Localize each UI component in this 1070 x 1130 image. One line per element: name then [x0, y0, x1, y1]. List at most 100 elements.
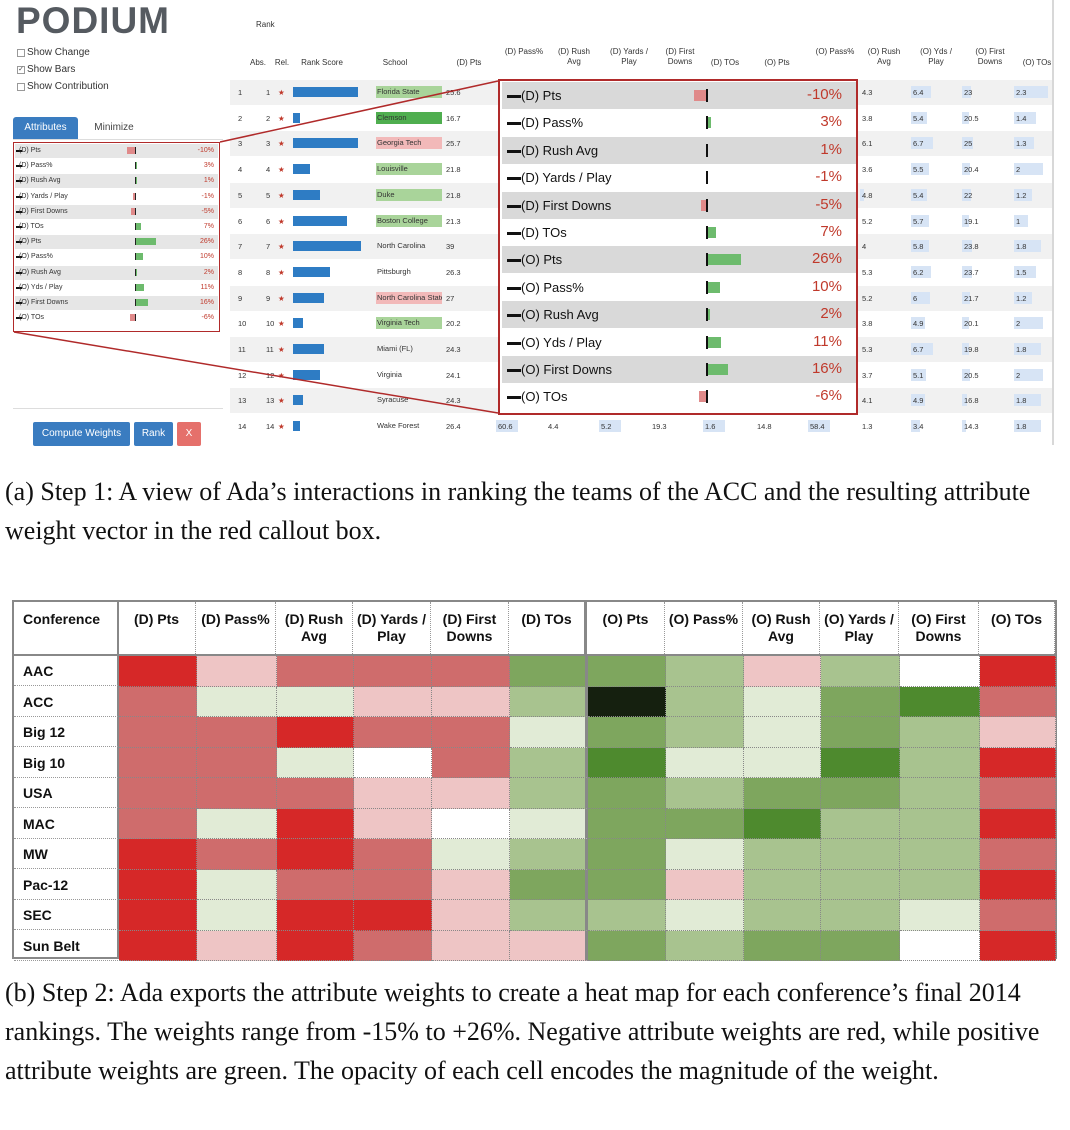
sidebar-weight-o-yds-play[interactable]: (O) Yds / Play 11% [15, 281, 218, 295]
column-header-d-pass[interactable]: (D) Pass% [504, 47, 544, 56]
rank-score-bar [293, 138, 358, 149]
sidebar-zero-tick [135, 238, 136, 246]
school-name[interactable]: Pittsburgh [377, 266, 411, 276]
column-header-school[interactable]: School [382, 58, 408, 67]
sidebar-weight-d-yards-play[interactable]: (D) Yards / Play -1% [15, 190, 218, 204]
star-icon[interactable]: ★ [278, 396, 285, 406]
tab-minimize[interactable]: Minimize [94, 122, 134, 133]
column-header-o-first-downs[interactable]: (O) First Downs [975, 47, 1005, 66]
star-icon[interactable]: ★ [278, 422, 285, 432]
school-name[interactable]: Virginia [377, 369, 402, 379]
d-pts-value: 20.2 [446, 319, 461, 329]
column-header-d-yards-play[interactable]: (D) Yards / Play [610, 47, 648, 66]
tab-attributes[interactable]: Attributes [13, 117, 78, 139]
star-icon[interactable]: ★ [278, 190, 285, 200]
attribute-bar [1014, 214, 1029, 227]
table-row[interactable]: 8 8 ★ Pittsburgh 26.3 5.3 6.2 23.7 1.5 [230, 260, 1052, 285]
heatmap-cell [197, 869, 277, 900]
heatmap-cell [119, 686, 197, 717]
show-change-option[interactable]: Show Change [17, 47, 90, 58]
star-icon[interactable]: ★ [278, 267, 285, 277]
attribute-bar [962, 240, 973, 253]
weight-dash-icon [507, 286, 521, 290]
column-header-d-tos[interactable]: (D) TOs [710, 58, 740, 67]
attribute-bar [1014, 265, 1037, 278]
close-button[interactable]: X [177, 422, 201, 446]
rank-abs: 6 [238, 216, 243, 226]
show-change-checkbox[interactable] [17, 48, 25, 57]
heatmap-cell [119, 747, 197, 778]
attribute-value: 58.4 [810, 422, 825, 432]
star-icon[interactable]: ★ [278, 165, 285, 175]
attribute-value: 20.5 [964, 370, 979, 380]
table-row[interactable]: 14 14 ★ Wake Forest 26.4 1.3 3.4 14.3 1.8 60.6 4.4… [230, 414, 1052, 439]
heatmap-cell [980, 900, 1056, 931]
sidebar-weight-d-rush-avg[interactable]: (D) Rush Avg 1% [15, 174, 218, 189]
school-name[interactable]: Duke [376, 188, 442, 201]
sidebar-weight-o-pts[interactable]: (O) Pts 26% [15, 235, 218, 250]
school-name[interactable]: Georgia Tech [376, 137, 442, 150]
sidebar-weight-o-pass[interactable]: (O) Pass% 10% [15, 250, 218, 264]
school-name[interactable]: North Carolina [377, 241, 426, 251]
show-bars-checkbox[interactable]: ✓ [17, 65, 25, 74]
star-icon[interactable]: ★ [278, 293, 285, 303]
sidebar-weight-o-tos[interactable]: (O) TOs -6% [15, 311, 218, 325]
column-header-d-rush-avg[interactable]: (D) Rush Avg [557, 47, 590, 66]
heatmap-cell [666, 869, 744, 900]
school-name[interactable]: North Carolina State [376, 291, 442, 304]
heatmap-cell [277, 808, 354, 839]
table-row[interactable]: 4 4 ★ Louisville 21.8 3.6 5.5 20.4 2 [230, 157, 1052, 182]
column-header-d-pts[interactable]: (D) Pts [456, 58, 482, 67]
compute-weights-button[interactable]: Compute Weights [33, 422, 130, 446]
sidebar-weight-d-pts[interactable]: (D) Pts -10% [15, 144, 218, 158]
column-header-o-pts[interactable]: (O) Pts [764, 58, 790, 67]
sidebar-divider [13, 408, 223, 409]
attribute-bar [962, 163, 970, 176]
show-contribution-checkbox[interactable] [17, 82, 25, 91]
rank-rel: 13 [266, 396, 275, 406]
star-icon[interactable]: ★ [278, 139, 285, 149]
column-header-rank-score[interactable]: Rank Score [301, 58, 343, 67]
attribute-bar [962, 420, 967, 433]
sidebar-weight-o-rush-avg[interactable]: (O) Rush Avg 2% [15, 265, 218, 280]
table-row[interactable]: 10 10 ★ Virginia Tech 20.2 3.8 4.9 20.1 2 [230, 311, 1052, 336]
attribute-value: 5.4 [913, 190, 924, 200]
show-contribution-option[interactable]: Show Contribution [17, 81, 109, 92]
star-icon[interactable]: ★ [278, 216, 285, 226]
star-icon[interactable]: ★ [278, 345, 285, 354]
school-name[interactable]: Clemson [376, 111, 442, 124]
heatmap-cell [432, 869, 510, 900]
school-name[interactable]: Boston College [376, 214, 442, 227]
rank-rel: 11 [266, 345, 274, 354]
school-name[interactable]: Wake Forest [377, 421, 420, 431]
school-name[interactable]: Florida State [376, 86, 442, 98]
show-bars-option[interactable]: ✓ Show Bars [17, 64, 75, 75]
school-name[interactable]: Virginia Tech [376, 317, 442, 330]
table-row[interactable]: 6 6 ★ Boston College 21.3 5.2 5.7 19.1 1 [230, 209, 1052, 234]
star-icon[interactable]: ★ [278, 113, 285, 123]
star-icon[interactable]: ★ [278, 370, 285, 380]
column-header-o-rush-avg[interactable]: (O) Rush Avg [867, 47, 901, 66]
column-header-o-tos[interactable]: (O) TOs [1022, 58, 1052, 67]
sidebar-weight-d-first-downs[interactable]: (D) First Downs -5% [15, 204, 218, 219]
school-name[interactable]: Syracuse [377, 395, 409, 405]
star-icon[interactable]: ★ [278, 242, 285, 252]
column-header-d-first-downs[interactable]: (D) First Downs [665, 47, 695, 66]
sidebar-weight-d-tos[interactable]: (D) TOs 7% [15, 220, 218, 234]
column-header-abs[interactable]: Abs. [249, 58, 266, 67]
heatmap-cell [980, 808, 1056, 839]
column-header-o-pass[interactable]: (O) Pass% [815, 47, 855, 56]
school-name[interactable]: Miami (FL) [377, 344, 413, 353]
star-icon[interactable]: ★ [278, 319, 285, 329]
heatmap-cell [588, 717, 666, 748]
column-header-o-yds-play[interactable]: (O) Yds / Play [920, 47, 952, 66]
d-pts-value: 24.1 [446, 370, 461, 380]
sidebar-weight-d-pass[interactable]: (D) Pass% 3% [15, 159, 218, 173]
column-header-rel[interactable]: Rel. [274, 58, 290, 67]
attribute-value: 3.6 [862, 165, 873, 175]
rank-button[interactable]: Rank [134, 422, 173, 446]
school-name[interactable]: Louisville [376, 163, 442, 176]
star-icon[interactable]: ★ [278, 88, 285, 97]
sidebar-weight-o-first-downs[interactable]: (O) First Downs 16% [15, 296, 218, 310]
heatmap-cell [821, 717, 900, 748]
